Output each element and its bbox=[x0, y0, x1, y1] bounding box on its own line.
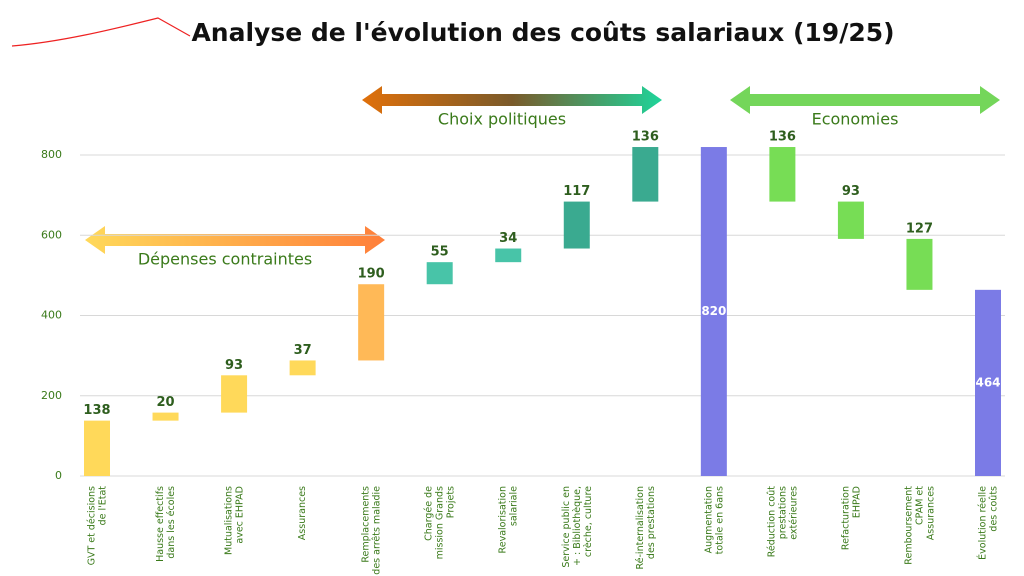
x-tick-label: RefacturationEHPAD bbox=[840, 486, 862, 550]
x-tick-label: Revalorisationsalariale bbox=[497, 486, 519, 554]
annotation: Choix politiques bbox=[438, 110, 566, 129]
x-tick-label: Remplacementsdes arrêts maladie bbox=[360, 486, 382, 575]
bar bbox=[152, 412, 179, 421]
value-label: 20 bbox=[156, 395, 174, 410]
x-tick-label: Mutualisationsavec EHPAD bbox=[223, 486, 245, 555]
y-tick-label: 800 bbox=[41, 148, 62, 161]
y-tick-label: 0 bbox=[55, 469, 62, 482]
arrow bbox=[730, 86, 1000, 114]
x-tick-label: Assurances bbox=[297, 486, 308, 540]
value-label: 127 bbox=[906, 221, 933, 236]
bar bbox=[632, 147, 659, 202]
x-tick-label: Hausse effectifsdans les écoles bbox=[155, 486, 177, 562]
value-label: 93 bbox=[842, 184, 860, 199]
x-tick-label: Chargée demission GrandsProjets bbox=[423, 486, 456, 560]
x-tick-label: GVT et décisionsde l'Etat bbox=[86, 486, 108, 566]
bar bbox=[289, 360, 316, 376]
bar bbox=[563, 201, 590, 249]
scribble bbox=[11, 17, 191, 47]
y-tick-label: 400 bbox=[41, 309, 62, 322]
x-tick-label: Ré-internalisationdes prestations bbox=[634, 486, 656, 570]
value-label: 138 bbox=[83, 403, 110, 418]
arrow bbox=[362, 86, 662, 114]
bar bbox=[358, 284, 385, 361]
bar bbox=[84, 420, 110, 476]
bar bbox=[700, 147, 727, 476]
x-tick-label: Service public en+ : Bibliothèque,crèche… bbox=[560, 486, 593, 568]
value-label: 190 bbox=[358, 267, 385, 282]
value-label: 93 bbox=[225, 358, 243, 373]
value-label: 136 bbox=[769, 130, 796, 145]
value-label: 464 bbox=[975, 375, 1000, 389]
bar bbox=[221, 375, 248, 413]
x-tick-label: Réduction coûtprestationsextérieures bbox=[766, 486, 799, 558]
value-label: 55 bbox=[431, 245, 449, 260]
value-label: 34 bbox=[499, 231, 517, 246]
y-tick-label: 600 bbox=[41, 228, 62, 241]
annotation: Economies bbox=[812, 110, 899, 129]
arrow bbox=[85, 226, 385, 254]
x-tick-label: RemboursementCPAM etAssurances bbox=[903, 486, 936, 565]
bar bbox=[426, 262, 453, 285]
bar bbox=[975, 289, 1001, 476]
value-label: 37 bbox=[294, 343, 312, 358]
bar bbox=[495, 248, 522, 263]
bar bbox=[769, 147, 796, 202]
x-tick-label: Augmentationtotale en 6ans bbox=[703, 486, 725, 554]
value-label: 136 bbox=[632, 130, 659, 145]
chart-title: Analyse de l'évolution des coûts salaria… bbox=[191, 18, 894, 47]
value-label: 117 bbox=[563, 184, 590, 199]
y-tick-label: 200 bbox=[41, 389, 62, 402]
annotation: Dépenses contraintes bbox=[138, 250, 312, 269]
bar bbox=[906, 238, 933, 290]
bar bbox=[837, 201, 864, 239]
x-tick-label: Évolution réelledes coûts bbox=[976, 486, 999, 560]
value-label: 820 bbox=[701, 304, 726, 318]
